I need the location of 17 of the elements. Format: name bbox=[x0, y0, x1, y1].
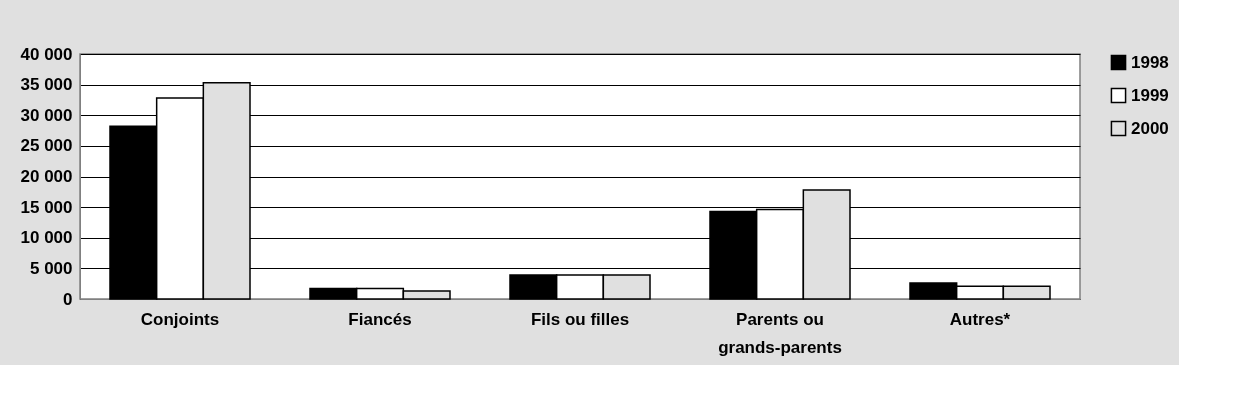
x-tick-label: Parents ou grands-parents bbox=[718, 309, 842, 357]
y-tick-label: 25 000 bbox=[20, 136, 73, 156]
legend-label: 2000 bbox=[1131, 118, 1169, 138]
x-tick-label: Fils ou filles bbox=[530, 309, 630, 329]
y-tick-label: 15 000 bbox=[20, 197, 73, 217]
legend-label: 1998 bbox=[1131, 52, 1169, 72]
x-tick-label: Autres* bbox=[949, 309, 1011, 329]
y-tick-label: 20 000 bbox=[20, 167, 73, 186]
y-tick-label: 40 000 bbox=[20, 44, 73, 64]
x-tick-label: Fiancés bbox=[348, 309, 412, 329]
y-tick-label: 5 000 bbox=[29, 258, 73, 278]
y-tick-label: 30 000 bbox=[20, 105, 73, 125]
x-tick-label: Conjoints bbox=[140, 309, 220, 329]
y-tick-label: 35 000 bbox=[20, 75, 73, 95]
legend-label: 1999 bbox=[1131, 85, 1169, 105]
y-tick-label: 10 000 bbox=[20, 228, 73, 248]
y-tick-label: 0 bbox=[63, 289, 73, 309]
